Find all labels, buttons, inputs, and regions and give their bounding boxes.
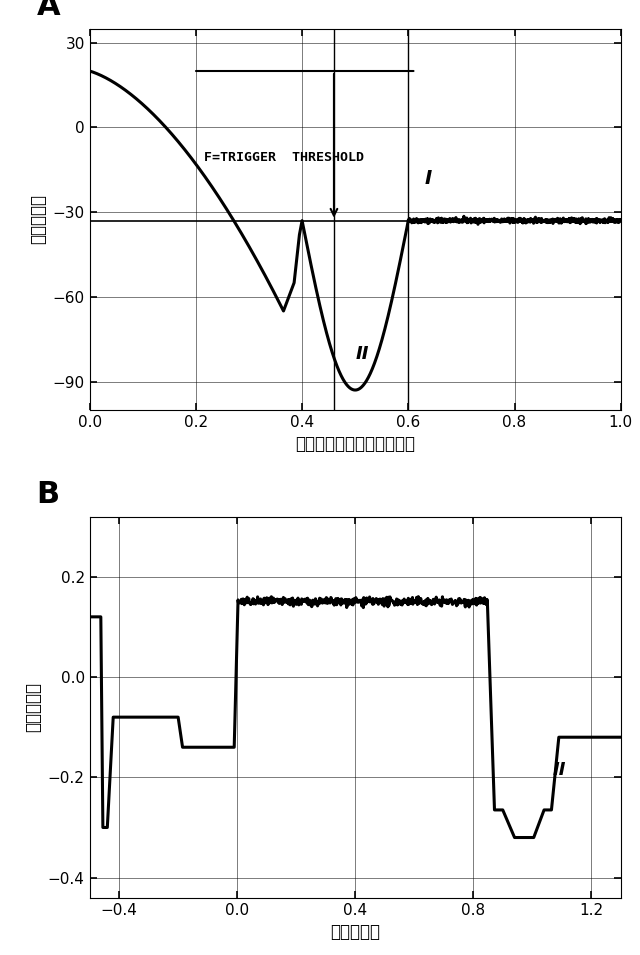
Text: I: I <box>424 169 431 188</box>
Text: II: II <box>355 345 369 363</box>
Text: B: B <box>36 480 60 509</box>
X-axis label: 时间（秒）: 时间（秒） <box>330 923 380 941</box>
Y-axis label: 电压（伏）: 电压（伏） <box>24 682 42 732</box>
Text: F=TRIGGER  THRESHOLD: F=TRIGGER THRESHOLD <box>204 151 364 164</box>
X-axis label: 针尖与基底间距离（微米）: 针尖与基底间距离（微米） <box>295 435 415 454</box>
Y-axis label: 力（纳牛）: 力（纳牛） <box>29 194 47 244</box>
Text: II: II <box>553 761 566 779</box>
Text: A: A <box>36 0 60 21</box>
